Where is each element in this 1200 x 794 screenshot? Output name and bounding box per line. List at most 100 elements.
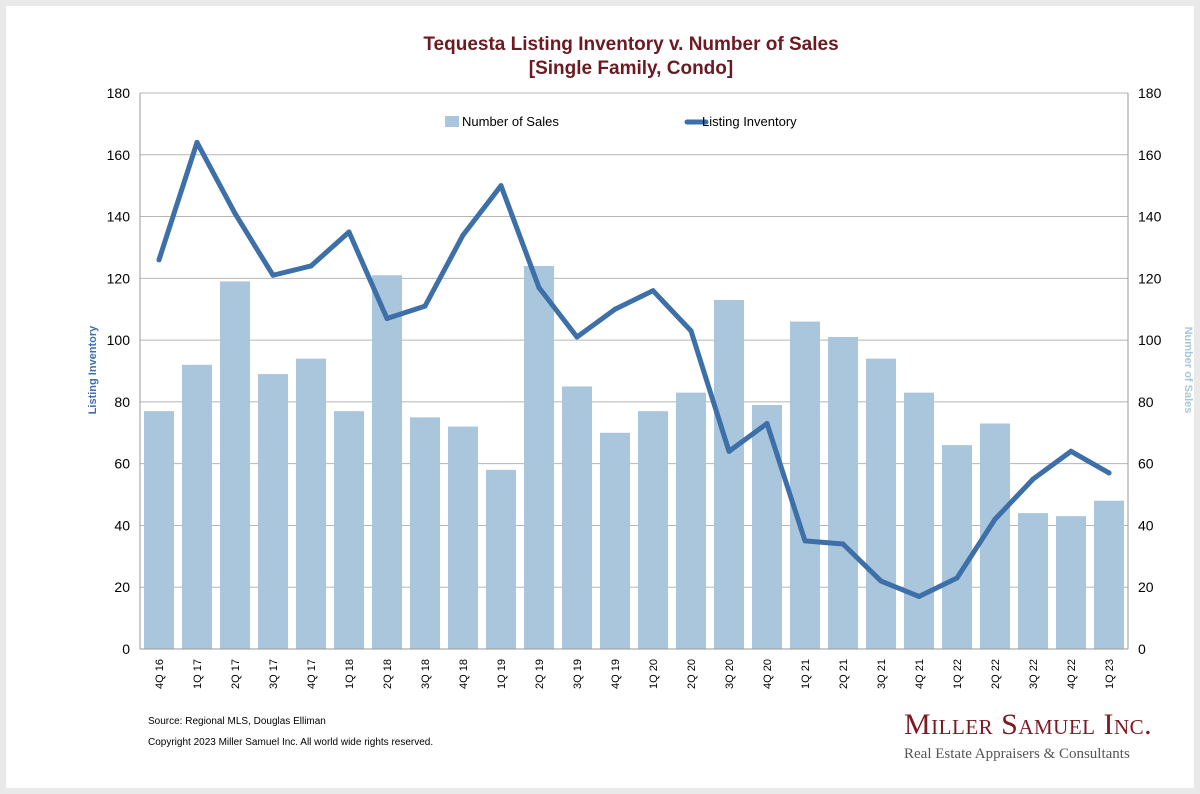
y-tick-label-left: 20 [114,579,130,595]
bar-2Q-19 [523,265,555,649]
bar-1Q-18 [333,411,365,649]
y-tick-label-right: 180 [1138,85,1162,101]
chart: Tequesta Listing Inventory v. Number of … [87,34,1194,689]
y-tick-label-left: 40 [114,517,130,533]
listing-inventory-point [346,229,352,235]
y-tick-label-left: 120 [107,270,131,286]
x-tick-label: 1Q 20 [648,659,660,689]
y-tick-label-left: 0 [122,641,130,657]
x-tick-label: 3Q 18 [420,659,432,689]
listing-inventory-point [1068,448,1074,454]
logo-company-name: Miller Samuel Inc. [904,708,1153,741]
bar-1Q-20 [637,411,669,649]
x-tick-label: 3Q 19 [572,659,584,689]
x-tick-label: 4Q 20 [762,659,774,689]
bar-1Q-22 [941,445,973,649]
x-tick-label: 4Q 22 [1066,659,1078,689]
bar-1Q-21 [789,321,821,649]
x-tick-label: 2Q 17 [230,659,242,689]
copyright-note: Copyright 2023 Miller Samuel Inc. All wo… [148,737,434,748]
listing-inventory-point [308,263,314,269]
listing-inventory-point [764,421,770,427]
listing-inventory-point [726,448,732,454]
bar-4Q-22 [1055,516,1087,649]
listing-inventory-point [1030,476,1036,482]
bar-2Q-17 [219,281,251,649]
y-tick-label-left: 180 [107,85,131,101]
bar-4Q-18 [447,426,479,649]
listing-inventory-point [460,232,466,238]
x-tick-label: 3Q 21 [876,659,888,689]
listing-inventory-point [232,210,238,216]
listing-inventory-point [1106,470,1112,476]
y-tick-label-right: 140 [1138,209,1162,225]
bar-3Q-21 [865,358,897,649]
bar-3Q-20 [713,299,745,649]
listing-inventory-point [954,575,960,581]
bar-2Q-18 [371,275,403,649]
x-tick-label: 2Q 22 [990,659,1002,689]
bar-4Q-17 [295,358,327,649]
y-tick-label-left: 60 [114,456,130,472]
x-tick-label: 3Q 22 [1028,659,1040,689]
bar-3Q-19 [561,386,593,649]
listing-inventory-point [194,139,200,145]
x-tick-label: 2Q 20 [686,659,698,689]
line-series [156,139,1112,599]
y-tick-label-right: 0 [1138,641,1146,657]
x-tick-label: 2Q 21 [838,659,850,689]
gridlines [140,92,1128,650]
listing-inventory-point [992,516,998,522]
bar-2Q-21 [827,337,859,649]
y-axis-right-title: Number of Sales [1182,327,1194,414]
listing-inventory-point [498,183,504,189]
y-tick-label-right: 40 [1138,517,1154,533]
listing-inventory-point [916,593,922,599]
y-tick-label-right: 100 [1138,332,1162,348]
listing-inventory-point [270,272,276,278]
x-tick-label: 4Q 19 [610,659,622,689]
listing-inventory-point [878,578,884,584]
x-tick-label: 4Q 18 [458,659,470,689]
x-tick-label: 2Q 19 [534,659,546,689]
legend: Number of Sales Listing Inventory [445,114,797,129]
y-tick-label-left: 160 [107,147,131,163]
bar-3Q-18 [409,417,441,649]
x-tick-label: 1Q 18 [344,659,356,689]
source-note: Source: Regional MLS, Douglas Elliman [148,716,326,727]
bar-3Q-17 [257,374,289,649]
listing-inventory-point [650,288,656,294]
bar-4Q-21 [903,392,935,649]
bar-1Q-19 [485,469,517,649]
listing-inventory-point [688,328,694,334]
x-tick-label: 1Q 23 [1104,659,1116,689]
listing-inventory-point [422,303,428,309]
y-axis-left-title: Listing Inventory [87,325,99,415]
legend-label-sales: Number of Sales [462,114,559,129]
y-tick-label-right: 60 [1138,456,1154,472]
bars [143,265,1125,649]
y-tick-label-left: 140 [107,209,131,225]
x-tick-label: 3Q 20 [724,659,736,689]
x-tick-label: 1Q 19 [496,659,508,689]
listing-inventory-point [802,538,808,544]
x-tick-label: 3Q 17 [268,659,280,689]
bar-3Q-22 [1017,513,1049,649]
listing-inventory-point [612,306,618,312]
y-tick-label-left: 100 [107,332,131,348]
listing-inventory-point [574,334,580,340]
y-tick-label-right: 80 [1138,394,1154,410]
bar-4Q-19 [599,432,631,649]
y-tick-label-right: 20 [1138,579,1154,595]
legend-swatch-sales [445,116,459,127]
x-tick-label: 1Q 22 [952,659,964,689]
listing-inventory-point [384,315,390,321]
axes: 0 0 20 20 40 40 60 60 80 80 100 100 120 120 140 140 160 1… [107,85,1162,689]
y-tick-label-right: 120 [1138,270,1162,286]
y-tick-label-left: 80 [114,394,130,410]
legend-label-inventory: Listing Inventory [702,114,797,129]
logo-tagline: Real Estate Appraisers & Consultants [904,746,1130,762]
bar-4Q-16 [143,411,175,649]
chart-subtitle: [Single Family, Condo] [529,58,733,79]
x-tick-label: 4Q 16 [154,659,166,689]
